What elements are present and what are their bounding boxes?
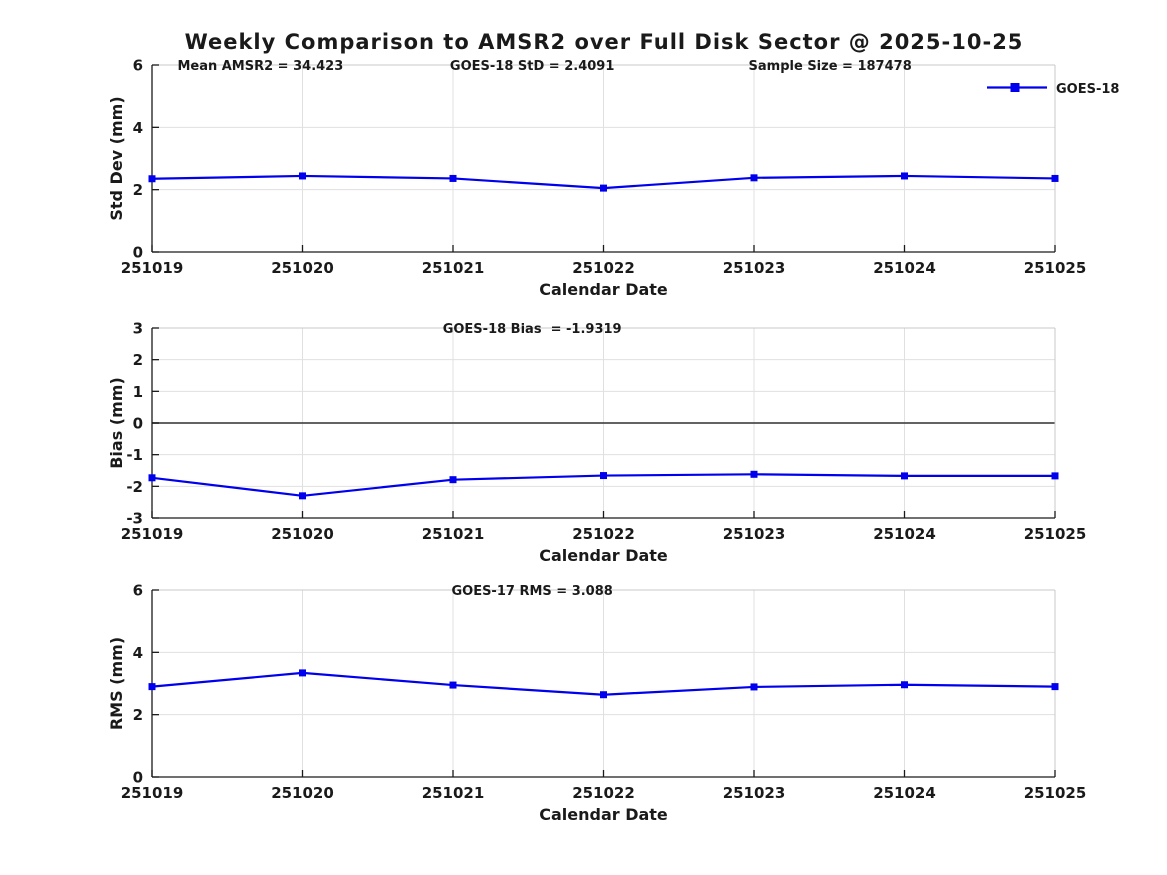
x-tick-label: 251025 <box>1024 525 1087 543</box>
subplots-group: 0 2 4 6 251019 251020 251021 251022 251023 251024… <box>107 57 1119 825</box>
y-tick-label: 1 <box>133 383 143 401</box>
subplot-bias: -3 -2 -1 0 1 2 3 251019 251020 251021 251022 251023… <box>107 320 1086 566</box>
y-tick-label: 3 <box>133 320 143 338</box>
figure-title: Weekly Comparison to AMSR2 over Full Dis… <box>185 30 1024 54</box>
x-tick-label: 251024 <box>873 784 936 802</box>
data-point-marker <box>148 683 156 691</box>
x-tick-label: 251025 <box>1024 784 1087 802</box>
y-tick-label: 4 <box>133 644 143 662</box>
annotation: Sample Size = 187478 <box>749 59 912 74</box>
data-point-marker <box>148 175 156 183</box>
y-axis-label: RMS (mm) <box>107 637 126 730</box>
data-point-marker <box>299 669 306 677</box>
data-point-marker <box>750 470 758 478</box>
x-tick-label: 251020 <box>271 784 334 802</box>
legend-marker <box>1010 83 1020 92</box>
annotation: GOES-18 Bias = -1.9319 <box>443 322 622 337</box>
data-point-marker <box>1051 472 1059 480</box>
y-tick-label: 0 <box>133 415 143 433</box>
y-tick-label: 0 <box>133 769 143 787</box>
data-point-marker <box>901 472 908 480</box>
y-tick-label: 2 <box>133 351 143 369</box>
data-point-marker <box>901 681 908 689</box>
x-tick-label: 251024 <box>873 525 936 543</box>
x-tick-label: 251020 <box>271 259 334 277</box>
legend: GOES-18 <box>987 82 1119 97</box>
y-axis-label: Std Dev (mm) <box>107 96 126 220</box>
data-point-marker <box>600 184 607 192</box>
y-tick-label: 2 <box>133 706 143 724</box>
x-tick-label: 251024 <box>873 259 936 277</box>
data-point-marker <box>750 683 758 691</box>
data-point-marker <box>299 492 306 500</box>
y-tick-label: -1 <box>126 446 143 464</box>
data-point-marker <box>1051 174 1059 182</box>
annotation: GOES-18 StD = 2.4091 <box>450 59 614 74</box>
y-tick-label: 4 <box>133 119 143 137</box>
data-point-marker <box>1051 683 1059 691</box>
y-tick-label: -3 <box>126 510 143 528</box>
x-tick-label: 251019 <box>121 259 184 277</box>
y-tick-label: 6 <box>133 57 143 75</box>
x-tick-label: 251022 <box>572 259 635 277</box>
data-point-marker <box>600 691 607 699</box>
x-axis-label: Calendar Date <box>539 805 668 824</box>
x-tick-label: 251021 <box>422 259 485 277</box>
x-tick-label: 251023 <box>723 259 786 277</box>
x-tick-label: 251022 <box>572 784 635 802</box>
x-tick-label: 251025 <box>1024 259 1087 277</box>
y-tick-label: 6 <box>133 582 143 600</box>
data-point-marker <box>901 172 908 180</box>
annotation: Mean AMSR2 = 34.423 <box>177 59 343 74</box>
x-tick-label: 251023 <box>723 525 786 543</box>
data-point-marker <box>148 474 156 482</box>
data-point-marker <box>600 472 607 480</box>
x-tick-label: 251022 <box>572 525 635 543</box>
data-point-marker <box>449 681 457 689</box>
data-point-marker <box>750 174 758 182</box>
data-point-marker <box>299 172 306 180</box>
x-tick-label: 251021 <box>422 525 485 543</box>
x-tick-label: 251020 <box>271 525 334 543</box>
x-tick-label: 251023 <box>723 784 786 802</box>
y-axis-label: Bias (mm) <box>107 377 126 469</box>
x-tick-label: 251019 <box>121 784 184 802</box>
x-axis-label: Calendar Date <box>539 546 668 565</box>
y-tick-label: 0 <box>133 244 143 262</box>
subplot-std-dev: 0 2 4 6 251019 251020 251021 251022 251023 251024… <box>107 57 1119 300</box>
annotation: GOES-17 RMS = 3.088 <box>451 584 612 599</box>
data-point-marker <box>449 174 457 182</box>
legend-label: GOES-18 <box>1056 82 1119 97</box>
y-tick-label: -2 <box>126 478 143 496</box>
x-tick-label: 251019 <box>121 525 184 543</box>
x-tick-label: 251021 <box>422 784 485 802</box>
y-tick-label: 2 <box>133 181 143 199</box>
x-axis-label: Calendar Date <box>539 280 668 299</box>
data-point-marker <box>449 476 457 484</box>
subplot-rms: 0 2 4 6 251019 251020 251021 251022 251023 251024… <box>107 582 1086 825</box>
